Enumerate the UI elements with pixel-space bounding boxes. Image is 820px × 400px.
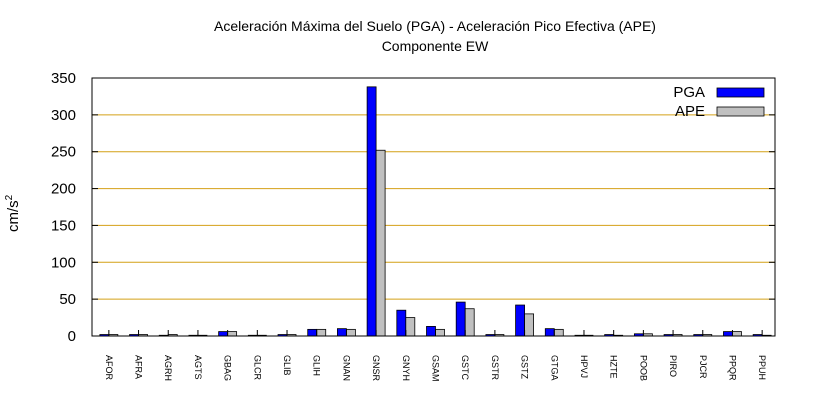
legend: PGA APE [673,84,765,120]
bar-pga-gstz [515,304,525,337]
legend-swatch-ape [716,106,765,117]
bar-pga-gnyh [396,309,407,337]
legend-swatch-pga [716,87,765,98]
legend-label-pga: PGA [673,84,705,101]
x-tick-label: HZTE [609,355,619,379]
bar-ape-gnsr [375,149,386,337]
x-tick-label: AGTS [193,355,203,380]
bar-pga-gbag [218,331,229,337]
bar-pga-gsam [426,326,436,337]
legend-label-ape: APE [675,103,705,120]
x-tick-label: GSTZ [520,355,530,380]
x-tick-label: PPQR [727,355,737,381]
x-tick-label: GBAG [223,355,233,381]
x-tick-label: PJCR [698,355,708,379]
x-tick-label: HPVJ [579,355,589,378]
x-tick-label: GSTC [460,355,470,381]
y-tick-label: 200 [51,181,76,198]
bar-ape-gbag [227,331,238,337]
plot-frame [91,77,776,337]
bar-ape-gsam [435,328,445,337]
x-tick-label: GSTR [490,355,500,381]
y-tick-label: 350 [51,70,76,87]
bar-ape-gnyh [405,317,416,337]
x-tick-label: GTGA [549,355,559,381]
x-tick-label: AFRA [134,355,144,379]
x-tick-label: GLIH [312,355,322,376]
gridlines [92,114,775,300]
x-tick-label: POOB [638,355,648,381]
y-tick-label: 250 [51,144,76,161]
x-tick-label: GLIB [282,355,292,376]
bars-group [99,86,772,337]
x-tick-label: PPUH [757,355,767,380]
x-tick-label: AGRH [163,355,173,381]
y-tick-label: 300 [51,107,76,124]
y-axis-label: cm/s2 [4,194,22,232]
x-tick-label: GLCR [252,355,262,381]
y-tick-label: 150 [51,217,76,234]
x-tick-label: PIRO [668,355,678,377]
bar-ape-ppqr [732,331,742,337]
chart-subtitle: Componente EW [382,38,489,54]
bar-ape-gtga [553,328,564,337]
chart-title: Aceleración Máxima del Suelo (PGA) - Ace… [214,18,656,34]
bar-pga-glih [307,328,318,337]
x-tick-label: GNAN [341,355,351,381]
y-axis: 0 50 100 150 200 250 300 350 [51,70,775,345]
y-tick-label: 0 [68,328,76,345]
bar-ape-gstc [464,308,475,337]
bar-pga-gstc [455,301,466,337]
bar-pga-gtga [544,328,555,337]
bar-ape-glih [316,328,327,337]
bar-ape-gstz [524,313,534,337]
x-tick-label: GNYH [401,355,411,381]
x-tick-label: AFOR [104,355,114,381]
y-tick-label: 50 [59,291,76,308]
bar-ape-gnan [346,328,356,337]
bar-pga-ppqr [723,331,733,337]
x-axis: AFOR AFRA AGRH AGTS GBAG GLCR GLIB GLIH GNAN GNSR… [104,330,767,382]
bar-pga-gnan [337,328,347,337]
bar-pga-gnsr [366,86,377,337]
x-tick-label: GSAM [431,355,441,382]
y-tick-label: 100 [51,254,76,271]
x-tick-label: GNSR [371,355,381,382]
